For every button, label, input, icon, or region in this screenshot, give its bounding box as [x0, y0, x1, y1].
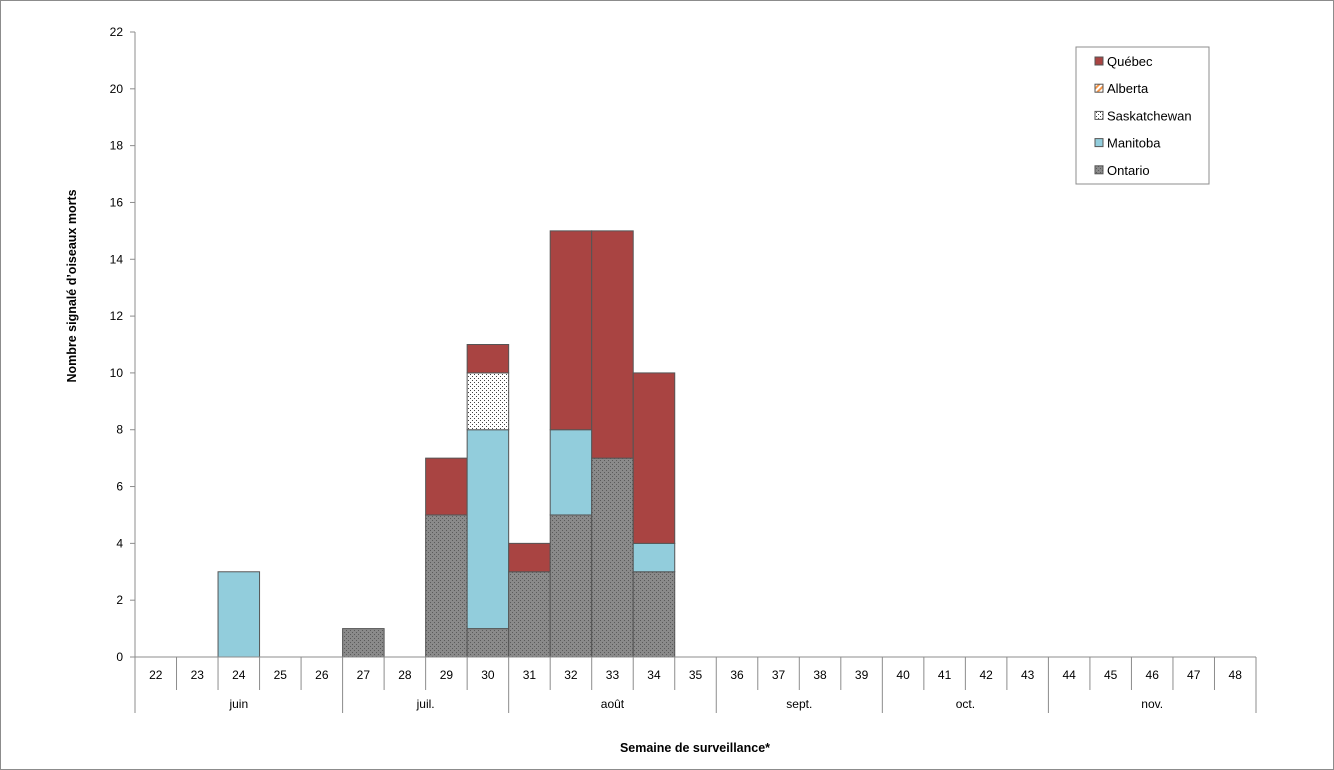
month-label: août	[601, 697, 625, 711]
y-tick-label: 6	[116, 480, 123, 494]
y-tick-label: 2	[116, 593, 123, 607]
x-tick-label: 42	[979, 668, 993, 682]
y-tick-label: 0	[116, 650, 123, 664]
y-tick-label: 8	[116, 423, 123, 437]
bars	[217, 230, 676, 658]
x-tick-label: 32	[564, 668, 578, 682]
bar-segment-ontario-week-31	[508, 571, 551, 658]
y-axis: 0 2 4 6 8 10 12 14 16 18 20 22	[110, 25, 136, 664]
bar-segment-ontario-week-29	[425, 514, 468, 658]
x-tick-label: 45	[1104, 668, 1118, 682]
x-tick-label: 33	[606, 668, 620, 682]
bar-segment-ontario-week-32	[549, 514, 593, 658]
x-tick-label: 34	[647, 668, 661, 682]
month-label: juil.	[416, 697, 435, 711]
bar-segment-qubec-week-33	[591, 230, 634, 459]
legend-swatch-saskatchewan	[1094, 110, 1104, 120]
x-tick-label: 28	[398, 668, 412, 682]
y-tick-label: 22	[110, 25, 124, 39]
x-tick-label: 27	[357, 668, 371, 682]
x-tick-label: 25	[274, 668, 288, 682]
month-label: juin	[228, 697, 248, 711]
legend: Québec Alberta Saskatchewan Manitoba Ontario	[1075, 46, 1210, 185]
legend-swatch-qubec	[1094, 56, 1104, 66]
bar-segment-qubec-week-29	[425, 457, 468, 516]
month-label: sept.	[786, 697, 812, 711]
y-tick-label: 14	[110, 252, 124, 266]
x-tick-label: 36	[730, 668, 744, 682]
legend-label-manitoba: Manitoba	[1107, 136, 1161, 151]
bar-segment-qubec-week-31	[508, 542, 551, 573]
x-tick-label: 24	[232, 668, 246, 682]
bar-segment-manitoba-week-24	[217, 571, 261, 658]
bar-segment-qubec-week-32	[549, 230, 593, 431]
x-tick-label: 46	[1146, 668, 1160, 682]
x-tick-label: 29	[440, 668, 454, 682]
y-tick-label: 16	[110, 195, 124, 209]
bar-segment-ontario-week-27	[342, 628, 385, 658]
bar-segment-ontario-week-30	[466, 628, 510, 658]
y-tick-label: 18	[110, 139, 124, 153]
x-tick-label: 30	[481, 668, 495, 682]
x-tick-label: 23	[191, 668, 205, 682]
x-tick-label: 43	[1021, 668, 1035, 682]
legend-label-alberta: Alberta	[1107, 81, 1149, 96]
x-tick-label: 26	[315, 668, 329, 682]
x-tick-label: 40	[896, 668, 910, 682]
x-tick-label: 48	[1229, 668, 1243, 682]
bar-segment-ontario-week-34	[632, 571, 676, 658]
x-tick-label: 41	[938, 668, 952, 682]
x-tick-label: 44	[1062, 668, 1076, 682]
legend-swatch-ontario	[1094, 165, 1104, 175]
bar-segment-saskatchewan-week-30	[466, 372, 510, 431]
x-axis: 22 23 24 25 26 27 28 29 30 31 32 33 34 35 36 37 38 39 40 41…	[134, 656, 1257, 713]
x-tick-label: 38	[813, 668, 827, 682]
y-tick-label: 12	[110, 309, 124, 323]
x-tick-label: 39	[855, 668, 869, 682]
bar-segment-manitoba-week-32	[549, 429, 593, 516]
x-tick-label: 31	[523, 668, 537, 682]
x-tick-label: 47	[1187, 668, 1201, 682]
legend-label-qubec: Québec	[1107, 54, 1153, 69]
legend-label-saskatchewan: Saskatchewan	[1107, 108, 1192, 123]
y-tick-label: 4	[116, 536, 123, 550]
bar-segment-manitoba-week-30	[466, 429, 510, 630]
y-tick-label: 20	[110, 82, 124, 96]
legend-swatch-alberta	[1094, 83, 1104, 93]
month-label: oct.	[956, 697, 975, 711]
x-axis-title: Semaine de surveillance*	[620, 741, 770, 755]
bar-segment-ontario-week-33	[591, 457, 634, 658]
month-label: nov.	[1141, 697, 1163, 711]
legend-swatch-manitoba	[1094, 138, 1104, 148]
legend-label-ontario: Ontario	[1107, 163, 1150, 178]
x-tick-label: 35	[689, 668, 703, 682]
bar-segment-manitoba-week-34	[632, 542, 676, 573]
x-tick-label: 37	[772, 668, 786, 682]
y-tick-label: 10	[110, 366, 124, 380]
bar-segment-qubec-week-30	[466, 344, 510, 374]
y-axis-title: Nombre signalé d’oiseaux morts	[65, 189, 79, 382]
bar-segment-qubec-week-34	[632, 372, 676, 544]
x-tick-label: 22	[149, 668, 163, 682]
